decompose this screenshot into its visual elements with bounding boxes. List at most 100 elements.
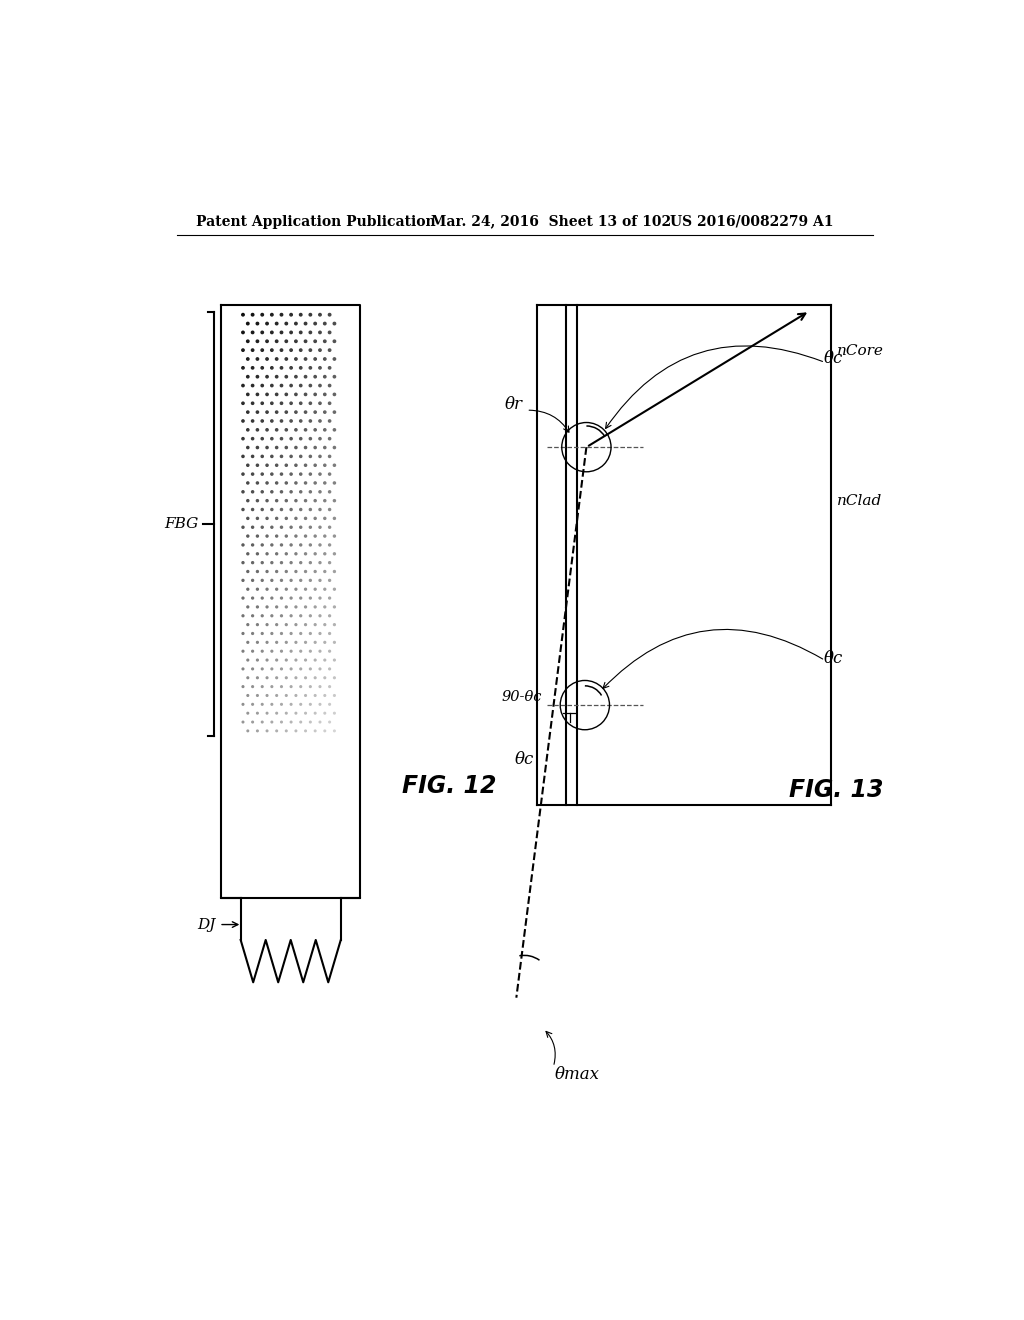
Circle shape [304,411,306,413]
Circle shape [257,642,258,643]
Circle shape [290,313,292,315]
Circle shape [304,465,306,466]
Circle shape [261,348,263,351]
Circle shape [319,686,321,688]
Circle shape [324,535,326,537]
Text: 90-θc: 90-θc [502,690,542,705]
Circle shape [334,642,335,643]
Circle shape [333,322,336,325]
Circle shape [319,544,321,546]
Circle shape [247,677,249,678]
Circle shape [266,411,268,413]
Circle shape [286,570,288,573]
Circle shape [247,482,249,484]
Circle shape [271,704,272,705]
Circle shape [324,429,326,430]
Circle shape [305,642,306,643]
Circle shape [275,500,278,502]
Circle shape [271,651,272,652]
Circle shape [247,694,249,697]
Circle shape [304,517,306,519]
Circle shape [329,668,331,669]
Circle shape [270,331,273,334]
Circle shape [329,437,331,440]
Circle shape [275,642,278,643]
Circle shape [281,686,283,688]
Circle shape [261,455,263,458]
Circle shape [324,465,326,466]
Circle shape [261,704,263,705]
Circle shape [309,348,311,351]
Circle shape [261,668,263,669]
Circle shape [242,331,244,334]
Circle shape [252,491,254,492]
Circle shape [266,589,268,590]
Circle shape [261,721,263,723]
Circle shape [256,375,259,378]
Circle shape [251,313,254,315]
Circle shape [266,535,268,537]
Circle shape [286,446,288,449]
Circle shape [275,606,278,607]
Circle shape [275,589,278,590]
Circle shape [266,730,268,731]
Circle shape [295,694,297,697]
Circle shape [247,393,249,396]
Circle shape [334,535,336,537]
Circle shape [261,686,263,688]
Circle shape [252,473,254,475]
Circle shape [309,651,311,652]
Circle shape [304,429,306,430]
Circle shape [281,704,283,705]
Circle shape [304,393,307,396]
Text: nClad: nClad [838,494,883,508]
Circle shape [324,570,326,573]
Circle shape [318,473,322,475]
Circle shape [290,348,292,351]
Circle shape [290,508,292,511]
Text: DJ: DJ [198,917,216,932]
Circle shape [290,597,292,599]
Circle shape [329,491,331,492]
Circle shape [252,632,254,635]
Circle shape [324,358,326,360]
Circle shape [295,677,297,678]
Circle shape [281,651,283,652]
Circle shape [252,384,254,387]
Circle shape [261,562,263,564]
Circle shape [295,624,297,626]
Circle shape [275,713,278,714]
Circle shape [319,721,321,723]
Circle shape [290,403,292,404]
Circle shape [329,455,331,458]
Circle shape [295,642,297,643]
Circle shape [286,482,288,484]
Circle shape [247,375,249,378]
Circle shape [314,553,316,554]
Circle shape [295,375,297,378]
Circle shape [257,694,258,697]
Circle shape [271,562,272,564]
Circle shape [334,570,336,573]
Circle shape [290,651,292,652]
Circle shape [300,579,302,581]
Circle shape [318,367,322,370]
Circle shape [256,570,258,573]
Circle shape [252,562,254,564]
Circle shape [329,721,331,723]
Circle shape [309,579,311,581]
Circle shape [324,713,326,714]
Circle shape [270,403,273,404]
Circle shape [266,500,268,502]
Circle shape [247,429,249,430]
Circle shape [329,615,331,616]
Text: θr: θr [505,396,523,413]
Circle shape [242,615,244,616]
Circle shape [329,579,331,581]
Circle shape [247,570,249,573]
Circle shape [256,411,258,413]
Circle shape [286,535,288,537]
Circle shape [304,553,306,554]
Circle shape [275,429,278,430]
Circle shape [271,721,272,723]
